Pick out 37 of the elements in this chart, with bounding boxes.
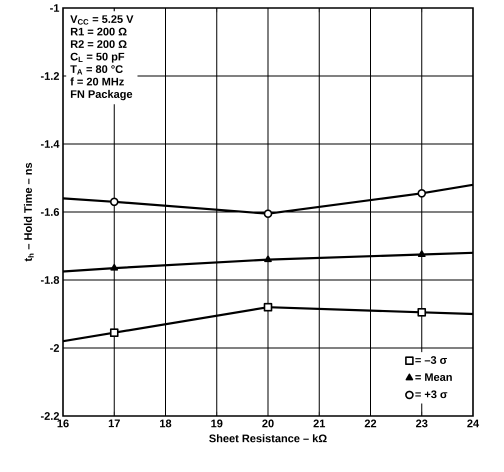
x-tick-label: 24 [467, 420, 480, 428]
point [110, 264, 118, 271]
y-axis-title: t$_{h}$ – Hold Time – ns [24, 162, 34, 262]
legend-label: = Mean [415, 373, 452, 381]
x-tick-label: 16 [58, 420, 69, 428]
y-tick-label: -2.2 [40, 412, 60, 420]
x-tick-label: 21 [314, 420, 326, 428]
annotation: R2 = 200 Ω [70, 40, 127, 48]
x-tick-label: 17 [108, 420, 120, 428]
y-tick-label: -1 [50, 4, 60, 12]
x-tick-label: 18 [160, 420, 172, 428]
x-tick-label: 22 [364, 420, 376, 428]
annotation: V$_{CC}$ = 5.25 V [70, 15, 134, 25]
y-tick-label: -2 [50, 344, 60, 352]
point [417, 308, 426, 317]
legend-label: = –3 σ [415, 356, 447, 364]
y-tick-label: -1.6 [40, 208, 60, 216]
point [418, 250, 426, 258]
x-tick-label: 20 [262, 420, 274, 428]
point [110, 198, 119, 206]
point [417, 189, 426, 198]
x-tick-label: 23 [416, 420, 428, 428]
x-tick-label: 19 [211, 420, 222, 428]
point [264, 255, 272, 262]
point [110, 328, 119, 337]
x-axis-title: Sheet Resistance – kΩ [209, 434, 327, 442]
legend-label: = +3 σ [415, 390, 448, 398]
y-tick-label: -1.8 [40, 276, 60, 284]
annotation: f = 20 MHz [70, 77, 124, 86]
point [264, 302, 272, 312]
annotation: R1 = 200 Ω [70, 28, 127, 36]
annotation: T$_{A}$ = 80 °C [70, 65, 123, 75]
point [264, 209, 272, 218]
annotation: C$_{L}$ = 50 pF [70, 52, 124, 63]
annotation: FN Package [70, 90, 132, 100]
y-tick-label: -1.4 [40, 140, 60, 148]
y-tick-label: -1.2 [40, 72, 60, 80]
